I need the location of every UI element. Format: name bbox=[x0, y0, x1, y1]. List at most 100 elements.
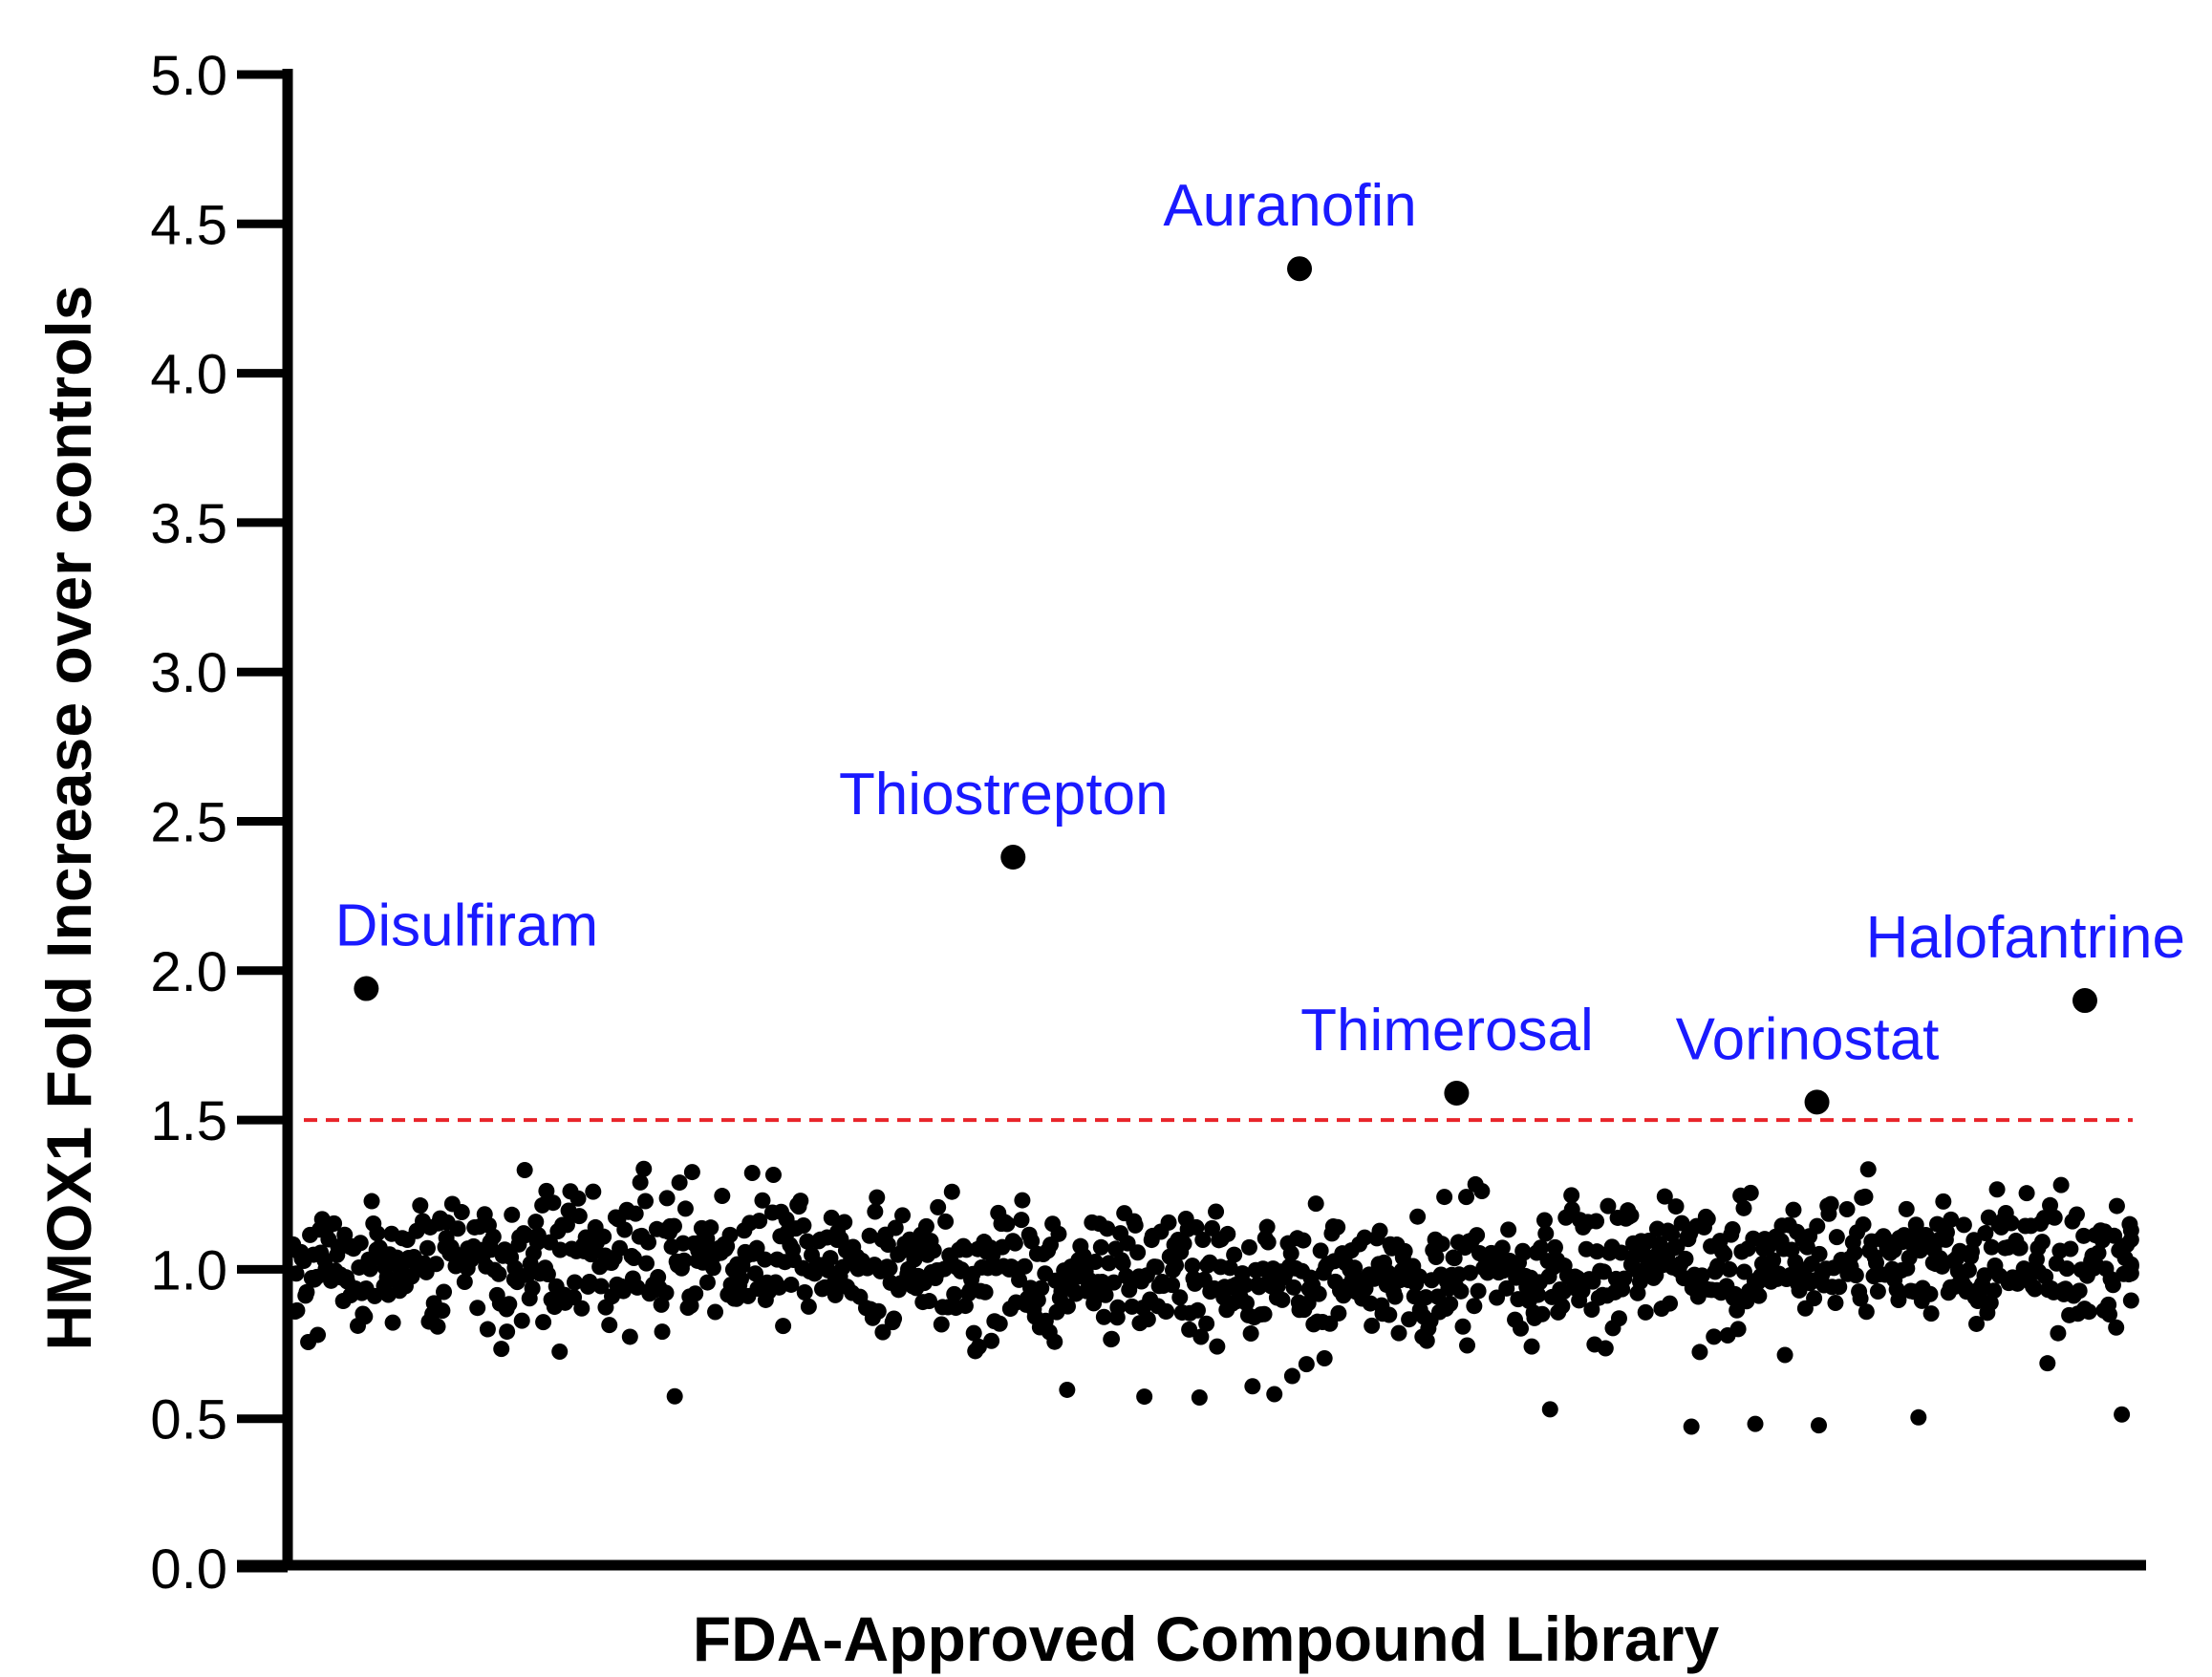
compound-point bbox=[551, 1344, 569, 1361]
compound-point bbox=[1298, 1356, 1315, 1373]
compound-point bbox=[1101, 1255, 1118, 1272]
compound-point bbox=[1988, 1181, 2006, 1198]
compound-point bbox=[1857, 1188, 1874, 1205]
compound-point bbox=[1184, 1258, 1201, 1275]
compound-point bbox=[545, 1194, 562, 1212]
highlighted-compounds: Disulfiram Thiostrepton Auranofin Thimerosa… bbox=[335, 173, 2185, 1115]
compound-point bbox=[1282, 1245, 1299, 1262]
compound-point bbox=[2039, 1355, 2056, 1372]
compound-point bbox=[2046, 1209, 2063, 1226]
compound-point bbox=[827, 1286, 844, 1303]
compound-point bbox=[412, 1197, 429, 1215]
compound-point bbox=[920, 1293, 937, 1310]
compound-point bbox=[1716, 1246, 1733, 1263]
compound-point bbox=[1613, 1244, 1630, 1261]
compound-point bbox=[1546, 1238, 1563, 1256]
compound-point bbox=[879, 1236, 896, 1254]
compound-point bbox=[2104, 1277, 2121, 1294]
compound-point bbox=[1011, 1271, 1028, 1288]
y-tick-label: 3.5 bbox=[150, 493, 227, 555]
compound-point bbox=[1283, 1367, 1300, 1385]
compound-point bbox=[469, 1300, 486, 1317]
compound-point bbox=[1852, 1290, 1869, 1307]
compound-point bbox=[775, 1318, 792, 1335]
compound-point bbox=[1046, 1333, 1063, 1350]
compound-point bbox=[881, 1259, 898, 1277]
compound-point bbox=[592, 1278, 610, 1295]
compound-point bbox=[429, 1318, 446, 1335]
compound-point bbox=[2101, 1305, 2118, 1322]
compound-point bbox=[2003, 1215, 2020, 1232]
compound-point bbox=[1189, 1301, 1206, 1319]
compound-point bbox=[925, 1242, 942, 1259]
compound-point bbox=[1409, 1208, 1427, 1225]
y-tick-label: 0.0 bbox=[150, 1538, 227, 1601]
compound-point bbox=[436, 1283, 453, 1301]
compound-point bbox=[1721, 1260, 1738, 1278]
compound-point bbox=[1955, 1216, 1972, 1234]
compound-point bbox=[1380, 1264, 1397, 1281]
compound-point bbox=[2050, 1324, 2067, 1342]
compound-point bbox=[1616, 1270, 1633, 1287]
compound-point bbox=[1396, 1242, 1413, 1259]
compound-point bbox=[1330, 1304, 1347, 1322]
compound-point bbox=[906, 1251, 923, 1268]
y-axis-ticks: 0.0 0.5 1.0 1.5 2.0 2.5 3.0 3.5 4.0 4.5 5.0 bbox=[150, 45, 288, 1601]
compound-point bbox=[517, 1227, 534, 1244]
x-axis-title: FDA-Approved Compound Library bbox=[693, 1603, 1720, 1674]
compound-point bbox=[1847, 1267, 1864, 1284]
compound-point bbox=[1859, 1161, 1877, 1178]
compound-point bbox=[569, 1190, 587, 1207]
annotation-label: Halofantrine bbox=[1866, 905, 2185, 971]
compound-point bbox=[419, 1239, 436, 1257]
compound-point bbox=[698, 1274, 716, 1291]
compound-point bbox=[1256, 1305, 1273, 1322]
compound-point bbox=[1827, 1295, 1844, 1312]
compound-point bbox=[1831, 1279, 1848, 1296]
compound-point bbox=[1381, 1306, 1398, 1323]
compound-point bbox=[886, 1310, 903, 1327]
compound-point bbox=[621, 1328, 638, 1345]
compound-point bbox=[704, 1259, 721, 1277]
compound-point bbox=[795, 1216, 812, 1234]
compound-point bbox=[869, 1189, 886, 1206]
compound-point bbox=[499, 1323, 516, 1341]
compound-point bbox=[538, 1182, 555, 1199]
compound-point bbox=[484, 1228, 502, 1245]
compound-point bbox=[2052, 1176, 2070, 1193]
compound-point bbox=[1706, 1328, 1723, 1345]
compound-point bbox=[867, 1203, 884, 1220]
compound-point bbox=[1148, 1258, 1165, 1276]
compound-point bbox=[1251, 1279, 1268, 1296]
compound-point bbox=[1188, 1218, 1205, 1236]
y-tick-label: 2.0 bbox=[150, 941, 227, 1003]
compound-point bbox=[676, 1252, 693, 1269]
y-tick-label: 2.5 bbox=[150, 792, 227, 854]
compound-point bbox=[1266, 1386, 1283, 1403]
compound-point bbox=[1240, 1238, 1257, 1256]
compound-point bbox=[956, 1298, 974, 1315]
compound-point bbox=[666, 1387, 683, 1405]
compound-point bbox=[1310, 1285, 1327, 1302]
compound-point bbox=[1086, 1254, 1104, 1271]
compound-point bbox=[930, 1198, 947, 1215]
compound-point bbox=[977, 1283, 994, 1301]
compound-point bbox=[1023, 1233, 1041, 1250]
compound-point bbox=[513, 1312, 530, 1329]
compound-point bbox=[1452, 1282, 1470, 1300]
compound-point bbox=[585, 1183, 602, 1200]
compound-point bbox=[894, 1207, 912, 1224]
compound-point bbox=[1622, 1207, 1640, 1224]
compound-point bbox=[1563, 1187, 1580, 1204]
compound-point bbox=[1175, 1235, 1192, 1252]
compound-point bbox=[946, 1285, 963, 1302]
compound-point bbox=[1259, 1234, 1277, 1251]
compound-point bbox=[1583, 1301, 1600, 1319]
compound-point bbox=[516, 1161, 533, 1178]
compound-point bbox=[1473, 1183, 1491, 1200]
compound-point bbox=[1783, 1241, 1800, 1258]
compound-point bbox=[1637, 1303, 1654, 1321]
y-tick-label: 1.5 bbox=[150, 1090, 227, 1152]
compound-point bbox=[1667, 1198, 1685, 1215]
compound-point bbox=[1127, 1216, 1144, 1234]
